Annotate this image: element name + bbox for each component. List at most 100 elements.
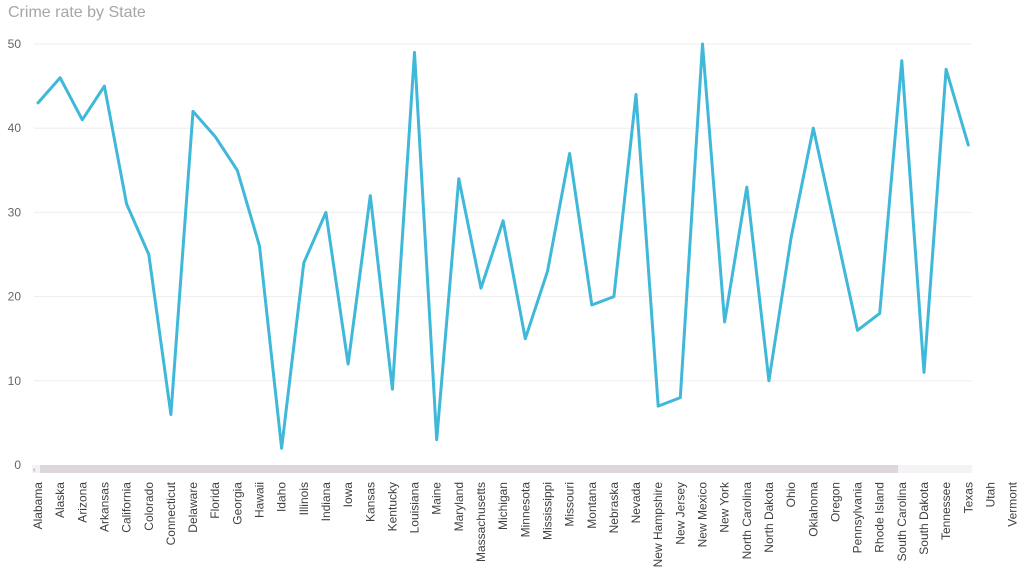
x-tick-label-delaware: Delaware (186, 482, 200, 533)
horizontal-scrollbar[interactable]: ‹ (32, 465, 972, 474)
data-point-illinois (302, 261, 306, 265)
x-tick-label-missouri: Missouri (563, 482, 577, 527)
data-point-minnesota (523, 337, 527, 341)
gridlines (34, 43, 972, 382)
x-tick-label-colorado: Colorado (142, 482, 156, 531)
data-point-kentucky (390, 387, 394, 391)
x-tick-label-alabama: Alabama (31, 482, 45, 530)
data-point-idaho (280, 446, 284, 450)
x-tick-label-california: California (120, 482, 134, 533)
data-point-arizona (80, 118, 84, 122)
data-point-nevada (634, 93, 638, 97)
data-point-tennessee (944, 67, 948, 71)
data-point-south-dakota (922, 370, 926, 374)
data-point-nebraska (612, 295, 616, 299)
x-tick-label-new-mexico: New Mexico (696, 482, 710, 548)
x-axis-category-labels: Alabama Alaska Arizona Arkansas California Co… (31, 481, 1020, 567)
data-point-south-carolina (900, 59, 904, 63)
x-tick-label-kansas: Kansas (363, 482, 377, 522)
data-point-florida (213, 135, 217, 139)
data-point-indiana (324, 210, 328, 214)
data-point-ohio (789, 236, 793, 240)
x-tick-label-arkansas: Arkansas (97, 482, 111, 532)
x-tick-label-north-carolina: North Carolina (740, 482, 754, 560)
data-point-delaware (191, 109, 195, 113)
x-tick-label-maine: Maine (430, 482, 444, 515)
y-tick-label-20: 20 (8, 290, 22, 304)
x-tick-label-alaska: Alaska (53, 482, 67, 518)
x-tick-label-rhode-island: Rhode Island (873, 482, 887, 553)
y-tick-label-10: 10 (8, 374, 22, 388)
x-tick-label-illinois: Illinois (297, 482, 311, 515)
x-tick-label-maryland: Maryland (452, 482, 466, 531)
data-point-rhode-island (878, 311, 882, 315)
data-point-new-hampshire (656, 404, 660, 408)
x-tick-label-new-hampshire: New Hampshire (651, 482, 665, 568)
x-tick-label-iowa: Iowa (341, 482, 355, 508)
data-point-north-carolina (745, 185, 749, 189)
y-tick-label-50: 50 (8, 37, 22, 51)
x-tick-label-connecticut: Connecticut (164, 481, 178, 545)
scrollbar-thumb[interactable] (40, 465, 898, 473)
x-tick-label-mississippi: Mississippi (540, 482, 554, 540)
x-tick-label-pennsylvania: Pennsylvania (851, 482, 865, 554)
data-point-massachusetts (479, 286, 483, 290)
data-point-kansas (368, 194, 372, 198)
x-tick-label-minnesota: Minnesota (518, 482, 532, 538)
data-point-iowa (346, 362, 350, 366)
data-point-alabama (36, 101, 40, 105)
data-point-montana (590, 303, 594, 307)
data-point-new-mexico (701, 42, 705, 46)
data-point-missouri (568, 151, 572, 155)
series-line-0 (36, 42, 970, 450)
data-point-colorado (147, 253, 151, 257)
x-tick-label-new-york: New York (718, 481, 732, 533)
x-tick-label-florida: Florida (208, 482, 222, 519)
x-tick-label-nebraska: Nebraska (607, 482, 621, 534)
x-tick-label-north-dakota: North Dakota (762, 482, 776, 553)
data-point-maine (435, 438, 439, 442)
data-point-new-york (723, 320, 727, 324)
data-point-oregon (833, 227, 837, 231)
data-point-north-dakota (767, 379, 771, 383)
y-tick-label-0: 0 (14, 458, 21, 472)
x-tick-label-kentucky: Kentucky (385, 482, 399, 531)
data-point-pennsylvania (856, 328, 860, 332)
x-tick-label-texas: Texas (961, 482, 975, 513)
x-tick-label-new-jersey: New Jersey (673, 482, 687, 545)
x-tick-label-utah: Utah (983, 482, 997, 507)
data-point-new-jersey (678, 396, 682, 400)
data-point-hawaii (258, 244, 262, 248)
x-tick-label-tennessee: Tennessee (939, 482, 953, 540)
data-point-california (125, 202, 129, 206)
x-tick-label-oregon: Oregon (828, 482, 842, 522)
data-point-texas (966, 143, 970, 147)
x-tick-label-idaho: Idaho (275, 482, 289, 512)
scroll-left-arrow[interactable]: ‹ (33, 465, 36, 474)
x-tick-label-south-carolina: South Carolina (895, 482, 909, 562)
x-tick-label-ohio: Ohio (784, 482, 798, 508)
data-point-oklahoma (811, 126, 815, 130)
data-point-mississippi (545, 269, 549, 273)
data-point-arkansas (102, 84, 106, 88)
y-tick-label-30: 30 (8, 205, 22, 219)
x-tick-label-louisiana: Louisiana (408, 482, 422, 534)
data-point-louisiana (413, 50, 417, 54)
x-tick-label-massachusetts: Massachusetts (474, 482, 488, 562)
x-tick-label-indiana: Indiana (319, 482, 333, 522)
x-tick-label-nevada: Nevada (629, 482, 643, 524)
data-point-maryland (457, 177, 461, 181)
series-line-layer (36, 42, 970, 450)
x-tick-label-hawaii: Hawaii (253, 482, 267, 518)
y-tick-label-40: 40 (8, 121, 22, 135)
x-tick-label-vermont: Vermont (1006, 481, 1020, 526)
x-tick-label-south-dakota: South Dakota (917, 482, 931, 555)
x-tick-label-michigan: Michigan (496, 482, 510, 530)
x-tick-label-montana: Montana (585, 482, 599, 529)
data-point-alaska (58, 76, 62, 80)
x-tick-label-georgia: Georgia (230, 482, 244, 525)
x-tick-label-oklahoma: Oklahoma (806, 482, 820, 537)
data-point-michigan (501, 219, 505, 223)
chart-title: Crime rate by State (8, 4, 146, 21)
